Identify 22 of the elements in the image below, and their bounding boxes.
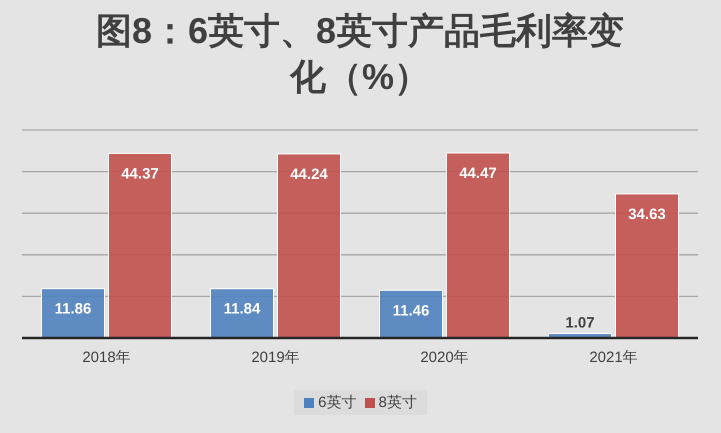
data-label: 44.24 [290, 166, 328, 183]
bar [277, 153, 341, 338]
bar [210, 288, 274, 338]
data-label: 34.63 [628, 206, 666, 223]
data-label: 11.86 [54, 300, 92, 318]
bar [615, 193, 679, 338]
legend-label: 6英寸 [318, 393, 356, 412]
x-tick-label: 2021年 [589, 349, 638, 366]
data-label: 44.47 [459, 165, 497, 182]
x-tick-label: 2019年 [251, 349, 300, 366]
x-tick-label: 2018年 [82, 349, 131, 366]
chart-title: 图8：6英寸、8英寸产品毛利率变化（%） [94, 9, 626, 99]
bar [41, 288, 105, 338]
data-label: 44.37 [121, 165, 159, 182]
bar [108, 152, 172, 338]
data-label: 1.07 [565, 314, 595, 332]
legend-label: 8英寸 [378, 393, 417, 412]
data-label: 11.46 [392, 302, 430, 320]
bar [379, 290, 443, 338]
x-tick-label: 2020年 [420, 349, 469, 366]
bar [446, 152, 510, 338]
data-label: 11.84 [224, 300, 262, 318]
